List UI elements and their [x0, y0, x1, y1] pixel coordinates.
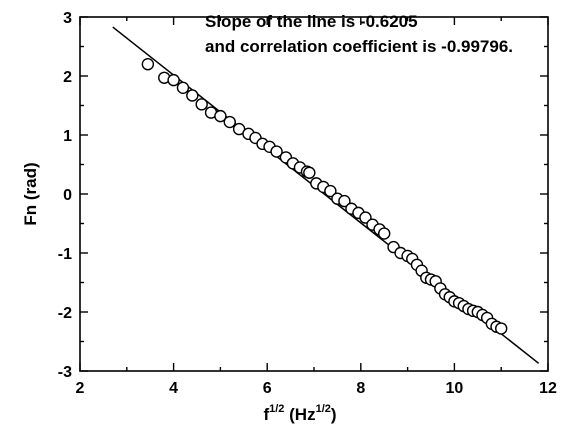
data-point [167, 73, 180, 87]
x-axis-title: f1/2 (Hz1/2) [263, 403, 336, 424]
annotation-correlation: and correlation coefficient is -0.99796. [205, 37, 513, 56]
data-point [195, 98, 208, 111]
data-point [303, 166, 316, 179]
annotation-slope: Slope of the line is -0.6205 [205, 12, 418, 31]
y-tick-label: 1 [63, 128, 72, 145]
y-tick-label: 3 [63, 10, 72, 27]
data-point [223, 115, 236, 129]
data-point [176, 81, 190, 95]
y-tick-label: -3 [58, 364, 72, 381]
x-tick-label: 4 [169, 380, 178, 397]
data-point [378, 227, 391, 240]
axis-ticks [79, 16, 549, 372]
data-point [270, 145, 283, 158]
data-point [495, 322, 508, 335]
data-point [186, 89, 199, 102]
x-tick-label: 12 [539, 380, 557, 397]
x-tick-label: 2 [76, 380, 85, 397]
data-point [324, 184, 337, 198]
data-point [214, 109, 227, 123]
data-point [141, 57, 155, 71]
data-points [141, 57, 508, 335]
y-tick-label: 2 [63, 69, 72, 86]
y-tick-label: 0 [63, 187, 72, 204]
y-tick-label: -2 [58, 305, 72, 322]
x-tick-label: 10 [446, 380, 464, 397]
data-point [338, 194, 351, 208]
x-tick-label: 8 [356, 380, 365, 397]
y-tick-label: -1 [58, 246, 72, 263]
x-tick-label: 6 [263, 380, 272, 397]
y-axis-title: Fn (rad) [21, 162, 40, 225]
